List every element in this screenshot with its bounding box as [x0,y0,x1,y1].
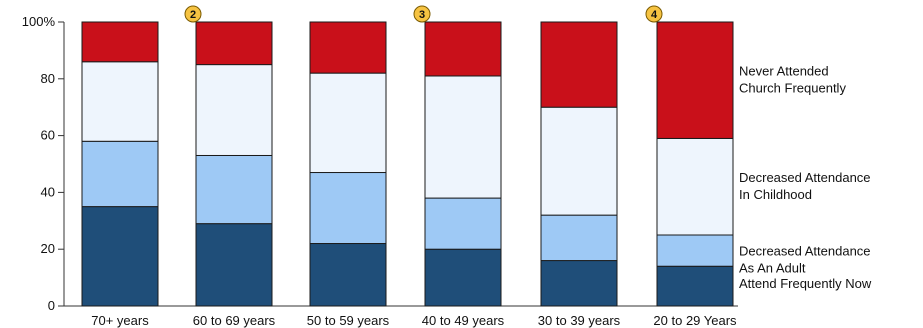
bar-segment [540,21,618,108]
bar-segment [424,75,502,199]
category-label: 60 to 69 years [193,313,276,328]
y-tick-label: 20 [41,241,55,256]
bar-segment [309,21,387,74]
category-label: 30 to 39 years [538,313,621,328]
bar-segment [540,260,618,307]
bar-segment [195,64,273,156]
legend-label: Decreased Attendance [739,243,871,258]
bar-segment [424,248,502,307]
bar-segment [195,223,273,307]
y-tick-label: 40 [41,184,55,199]
badge-label: 3 [419,9,425,21]
bar-segment [540,106,618,216]
bar-segment [656,21,734,139]
legend-label: Decreased Attendance [739,170,871,185]
legend-label: Attend Frequently Now [739,276,872,291]
badge [413,5,431,23]
bar-segment [309,243,387,307]
bar-segment [424,21,502,77]
legend-label: Church Frequently [739,81,846,96]
bar-segment [424,197,502,250]
badge-label: 2 [190,9,196,21]
category-label: 20 to 29 Years [653,313,737,328]
bar-segment [195,154,273,225]
legend-label: Never Attended [739,64,829,79]
category-label: 50 to 59 years [307,313,390,328]
y-tick-label: 0 [48,298,55,313]
legend-label: In Childhood [739,187,812,202]
bar-segment [309,172,387,245]
badge-label: 4 [651,9,658,21]
bar-segment [656,234,734,267]
y-tick-label: 100% [22,14,56,29]
bar-segment [195,21,273,66]
badge [184,5,202,23]
bar-segment [656,137,734,236]
bar-segment [81,21,159,63]
y-tick-label: 60 [41,128,55,143]
bar-segment [540,214,618,262]
badge [645,5,663,23]
bar-segment [81,206,159,307]
bar-segment [81,140,159,208]
y-tick-label: 80 [41,71,55,86]
bar-segment [309,72,387,174]
bar-segment [656,265,734,307]
category-label: 40 to 49 years [422,313,505,328]
category-label: 70+ years [91,313,149,328]
legend-label: As An Adult [739,260,806,275]
bar-segment [81,61,159,142]
